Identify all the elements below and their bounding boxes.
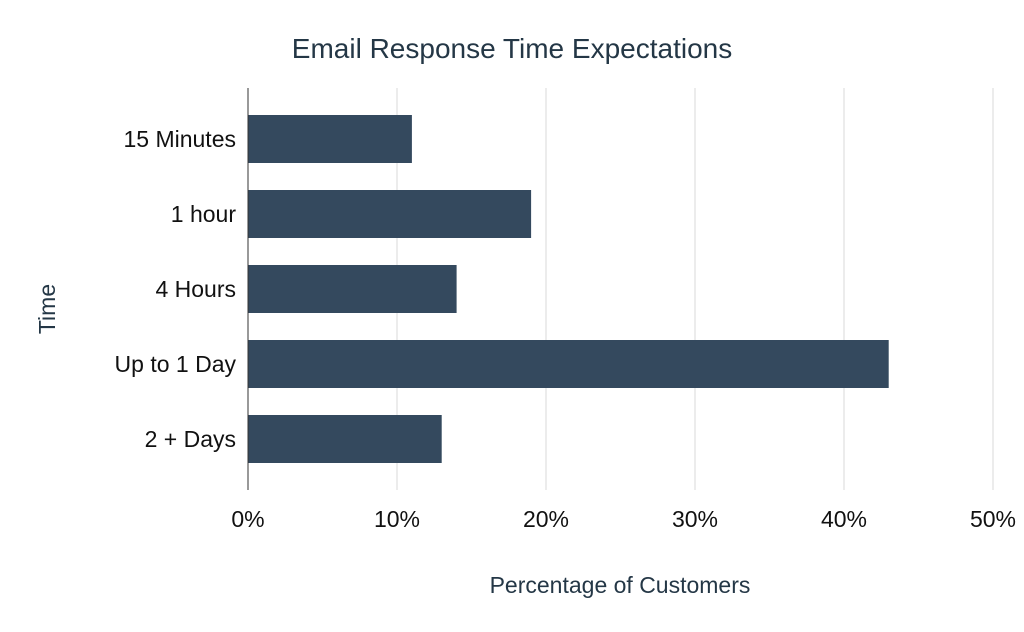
- bar: [248, 190, 532, 238]
- x-tick-label: 40%: [821, 506, 867, 532]
- y-tick-labels: 15 Minutes 1 hour 4 Hours Up to 1 Day 2 + Da…: [115, 126, 237, 452]
- bar: [248, 115, 412, 163]
- y-tick-label: 1 hour: [171, 201, 237, 227]
- y-tick-label: Up to 1 Day: [115, 351, 237, 377]
- gridlines: [396, 88, 994, 490]
- y-tick-label: 2 + Days: [145, 426, 236, 452]
- y-tick-label: 4 Hours: [155, 276, 236, 302]
- y-axis-title: Time: [34, 284, 60, 334]
- bar: [248, 340, 889, 388]
- x-tick-label: 30%: [672, 506, 718, 532]
- chart-title: Email Response Time Expectations: [292, 33, 732, 64]
- bar: [248, 265, 457, 313]
- x-axis-title: Percentage of Customers: [490, 572, 751, 598]
- bar: [248, 415, 442, 463]
- x-tick-label: 10%: [374, 506, 420, 532]
- x-tick-label: 20%: [523, 506, 569, 532]
- x-tick-labels: 0% 10% 20% 30% 40% 50%: [231, 506, 1016, 532]
- x-tick-label: 0%: [231, 506, 264, 532]
- bars: [248, 115, 889, 463]
- y-tick-label: 15 Minutes: [123, 126, 236, 152]
- x-tick-label: 50%: [970, 506, 1016, 532]
